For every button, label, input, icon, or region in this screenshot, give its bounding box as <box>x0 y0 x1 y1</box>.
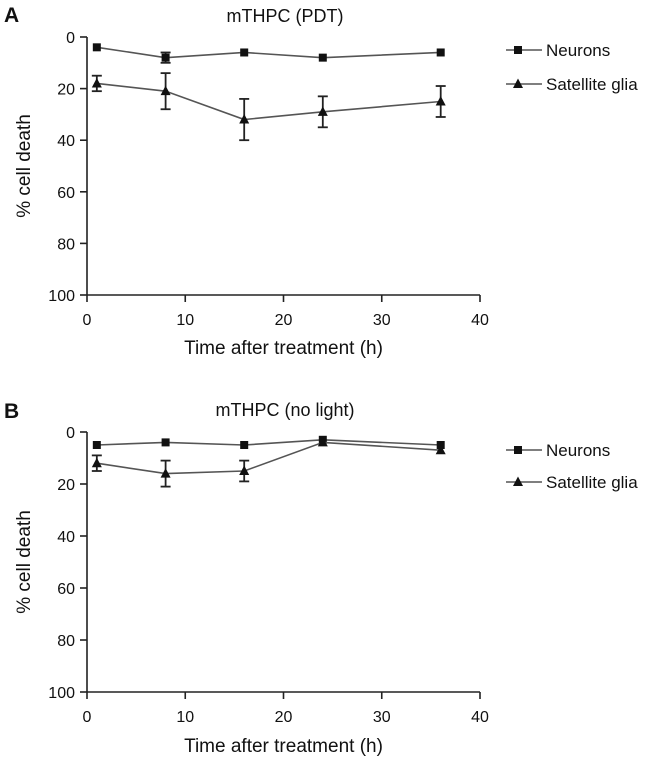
data-point <box>435 444 446 455</box>
x-axis-label: Time after treatment (h) <box>184 736 383 757</box>
y-tick-label: 60 <box>57 185 75 202</box>
x-tick-label: 30 <box>373 709 391 726</box>
series-neurons <box>92 43 445 64</box>
data-point <box>239 114 250 124</box>
y-axis-label: % cell death <box>14 510 35 614</box>
legend-marker <box>513 476 523 486</box>
data-point <box>92 441 101 449</box>
x-tick-label: 30 <box>373 312 391 329</box>
legend-item: Satellite glia <box>506 473 638 492</box>
data-point <box>160 85 171 96</box>
data-point <box>92 43 101 52</box>
x-tick-label: 0 <box>83 709 92 726</box>
x-axis-label: Time after treatment (h) <box>184 338 383 359</box>
axes <box>80 36 481 302</box>
y-tick-label: 40 <box>57 133 75 150</box>
data-point <box>160 468 171 478</box>
data-point <box>161 438 170 447</box>
legend-label: Neurons <box>546 441 610 460</box>
data-point <box>239 465 250 475</box>
x-tick-label: 0 <box>83 312 92 329</box>
legend-item: Neurons <box>506 441 610 460</box>
series-line <box>96 82 441 121</box>
data-point <box>91 77 102 88</box>
legend-marker <box>514 46 522 54</box>
legend-marker <box>514 446 522 454</box>
y-tick-label: 20 <box>57 477 75 494</box>
x-tick-label: 10 <box>176 312 194 329</box>
data-point <box>318 53 327 62</box>
legend-item: Neurons <box>506 41 610 60</box>
y-tick-label: 0 <box>66 425 75 442</box>
data-point <box>317 436 328 447</box>
y-tick-label: 0 <box>66 30 75 47</box>
data-point <box>161 53 170 62</box>
y-tick-label: 80 <box>57 633 75 650</box>
y-tick-label: 20 <box>57 82 75 99</box>
legend: Neurons Satellite glia <box>506 41 638 94</box>
y-axis-label: % cell death <box>14 114 35 218</box>
x-tick-label: 10 <box>176 709 194 726</box>
series-line <box>96 441 441 475</box>
y-tick-label: 100 <box>48 288 75 305</box>
panel-letter: A <box>4 4 19 27</box>
data-point <box>317 106 328 116</box>
y-tick-label: 100 <box>48 685 75 702</box>
legend-item: Satellite glia <box>506 75 638 94</box>
x-tick-label: 40 <box>471 312 489 329</box>
panel-letter: B <box>4 400 19 423</box>
legend-label: Satellite glia <box>546 75 638 94</box>
series-line <box>96 46 441 59</box>
legend-marker <box>513 78 523 88</box>
series-satellite-glia <box>91 72 446 142</box>
data-point <box>91 457 102 468</box>
legend-label: Neurons <box>546 41 610 60</box>
axes <box>80 431 481 699</box>
data-point <box>436 48 445 57</box>
y-tick-label: 60 <box>57 581 75 598</box>
x-tick-label: 20 <box>275 709 293 726</box>
data-point <box>435 96 446 106</box>
legend: Neurons Satellite glia <box>506 441 638 492</box>
x-tick-label: 40 <box>471 709 489 726</box>
y-tick-label: 40 <box>57 529 75 546</box>
chart-title: mTHPC (PDT) <box>227 6 344 26</box>
legend-label: Satellite glia <box>546 473 638 492</box>
series-satellite-glia <box>91 436 446 488</box>
series-line <box>96 438 441 446</box>
y-tick-label: 80 <box>57 236 75 253</box>
data-point <box>240 441 249 449</box>
data-point <box>240 48 249 57</box>
x-tick-label: 20 <box>275 312 293 329</box>
chart-title: mTHPC (no light) <box>215 400 354 420</box>
